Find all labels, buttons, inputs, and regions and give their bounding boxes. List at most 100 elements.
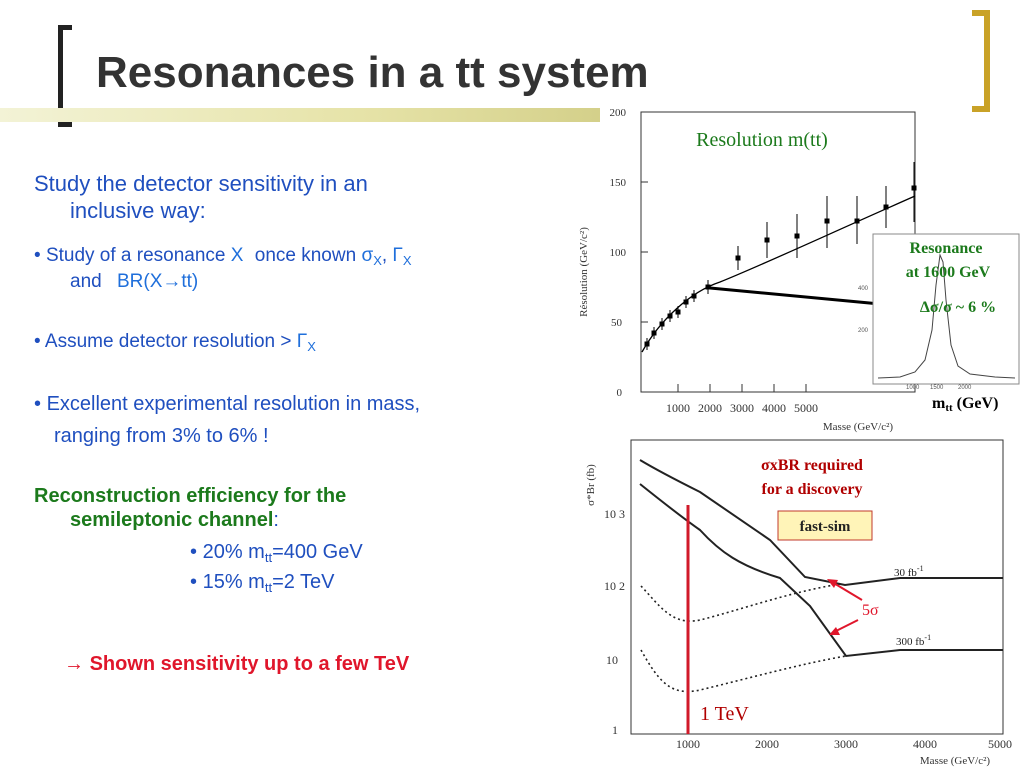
one-tev-label: 1 TeV <box>700 703 749 725</box>
fastsim-label: fast-sim <box>800 519 851 535</box>
disc-xlabel: Masse (GeV/c²) <box>920 755 991 767</box>
disc-xtick: 1000 <box>676 737 700 751</box>
res-xtick: 1000 <box>666 401 690 415</box>
bullet-dot: • <box>190 571 198 593</box>
left-bracket-decoration <box>58 25 72 127</box>
five-sigma-arrowhead-lower <box>829 627 840 635</box>
efficiency-item-400: • 20% mtt=400 GeV <box>190 540 363 570</box>
intro-line-2: inclusive way: <box>70 198 206 223</box>
res-data-points <box>644 162 917 350</box>
efficiency-value: =2 TeV <box>272 571 335 593</box>
label-300fb-sup: -1 <box>924 633 931 642</box>
sensitivity-text: Shown sensitivity up to a few TeV <box>89 653 410 675</box>
title-underline-bar <box>0 108 600 122</box>
res-xtick: 2000 <box>698 401 722 415</box>
efficiency-text: 20% m <box>202 541 265 563</box>
gamma-symbol: Γ <box>392 245 403 266</box>
five-sigma-arrowhead-upper <box>827 579 838 588</box>
res-fit-curve <box>641 195 916 353</box>
arrow-symbol: → <box>64 653 84 675</box>
slide-title: Resonances in a tt system <box>96 48 649 97</box>
inset-xtick: 1000 <box>906 385 920 391</box>
sigma-symbol: σ <box>361 245 374 266</box>
five-sigma-arrow-lower <box>833 619 859 633</box>
bullet-dot: • <box>34 331 41 352</box>
disc-ylabel: σ*Br (fb) <box>585 464 597 506</box>
tt-sub: tt <box>264 580 273 595</box>
inset-ratio: Δσ/σ ~ 6 % <box>920 299 996 316</box>
inset-frame <box>872 233 1020 385</box>
disc-ytick: 10 <box>606 653 618 667</box>
bullet-dot: • <box>34 245 41 266</box>
discovery-annotation-line2: for a discovery <box>761 481 862 498</box>
tt-sub: tt <box>264 550 273 565</box>
reco-colon: : <box>273 509 279 531</box>
res-xlabel: Masse (GeV/c²) <box>823 421 894 433</box>
disc-xtick: 2000 <box>755 737 779 751</box>
resolution-plot-frame <box>640 111 916 393</box>
bullet-text: Assume detector resolution > <box>44 331 292 352</box>
res-xtick: 5000 <box>794 401 818 415</box>
five-sigma-arrow-upper <box>831 581 863 601</box>
reco-heading-line2: semileptonic channel: <box>70 508 279 532</box>
res-ytick: 200 <box>610 107 627 119</box>
bullet-detector-resolution: • Assume detector resolution > ΓX <box>34 330 316 359</box>
inset-ytick: 200 <box>858 328 869 334</box>
res-ytick: 100 <box>610 247 627 259</box>
efficiency-text: 15% m <box>202 571 265 593</box>
discovery-plot: σ*Br (fb) 1 10 10 2 10 3 1000 2000 3000 … <box>585 439 1012 767</box>
res-plot-title: Resolution m(tt) <box>696 129 828 151</box>
gamma-sub: X <box>402 253 412 268</box>
inset-xlabel-sub: tt <box>945 402 953 414</box>
reco-heading-line1: Reconstruction efficiency for the <box>34 485 347 507</box>
label-30fb-sup: -1 <box>917 564 924 573</box>
inset-xlabel: mtt (GeV) <box>932 395 998 414</box>
inset-histogram: 400 200 1000 1500 2000 Resonance at 1600… <box>858 233 1020 414</box>
res-xtick: 4000 <box>762 401 786 415</box>
disc-xtick: 5000 <box>988 737 1012 751</box>
inset-ytick: 400 <box>858 286 869 292</box>
bullet-text-mid: once known <box>254 245 357 266</box>
reco-heading-text: semileptonic channel <box>70 509 274 531</box>
label-300fb: 300 fb-1 <box>896 633 931 648</box>
label-30fb: 30 fb-1 <box>894 564 924 579</box>
branching-ratio: BR(X→tt) <box>116 271 199 292</box>
res-ytick: 50 <box>611 317 623 329</box>
inset-xtick: 1500 <box>930 385 944 391</box>
res-ylabel: Résolution (GeV/c²) <box>578 227 590 317</box>
gamma-sub: X <box>307 339 316 354</box>
curve-300fb-solid <box>639 483 1003 658</box>
bullet-resonance: • Study of a resonance X once known σX, … <box>34 244 412 273</box>
res-ytick: 0 <box>617 387 623 399</box>
label-300fb-text: 300 fb <box>896 636 925 648</box>
five-sigma-label: 5σ <box>862 602 879 619</box>
bullet-dot: • <box>34 393 42 415</box>
inset-arrow <box>709 286 881 306</box>
sigma-sub: X <box>373 253 382 268</box>
disc-xtick: 3000 <box>834 737 858 751</box>
res-ytick: 150 <box>610 177 627 189</box>
resonance-x: X <box>230 245 244 266</box>
bullet-experimental-resolution: • Excellent experimental resolution in m… <box>34 392 420 416</box>
resolution-plot: 0 50 100 150 200 Résolution (GeV/c²) 100… <box>578 107 917 433</box>
discovery-annotation-line1: σxBR required <box>761 457 863 474</box>
label-30fb-text: 30 fb <box>894 567 917 579</box>
res-xtick: 3000 <box>730 401 754 415</box>
comma: , <box>381 245 388 266</box>
bullet-experimental-resolution-line2: ranging from 3% to 6% ! <box>54 425 269 447</box>
curve-30fb-solid <box>639 459 1003 587</box>
gamma-symbol: Γ <box>296 331 308 352</box>
inset-xlabel-m: m <box>932 395 946 412</box>
disc-ytick: 1 <box>612 723 618 737</box>
efficiency-item-2tev: • 15% mtt=2 TeV <box>190 570 335 600</box>
right-bracket-decoration <box>972 10 990 112</box>
inset-label-line2: at 1600 GeV <box>906 264 991 281</box>
inset-xtick: 2000 <box>958 385 972 391</box>
disc-ytick: 10 2 <box>604 579 625 593</box>
bullet-dot: • <box>190 541 198 563</box>
efficiency-value: =400 GeV <box>272 541 363 563</box>
inset-peak <box>877 253 1016 379</box>
bullet-text: Study of a resonance <box>45 245 226 266</box>
inset-label-line1: Resonance <box>910 240 983 257</box>
